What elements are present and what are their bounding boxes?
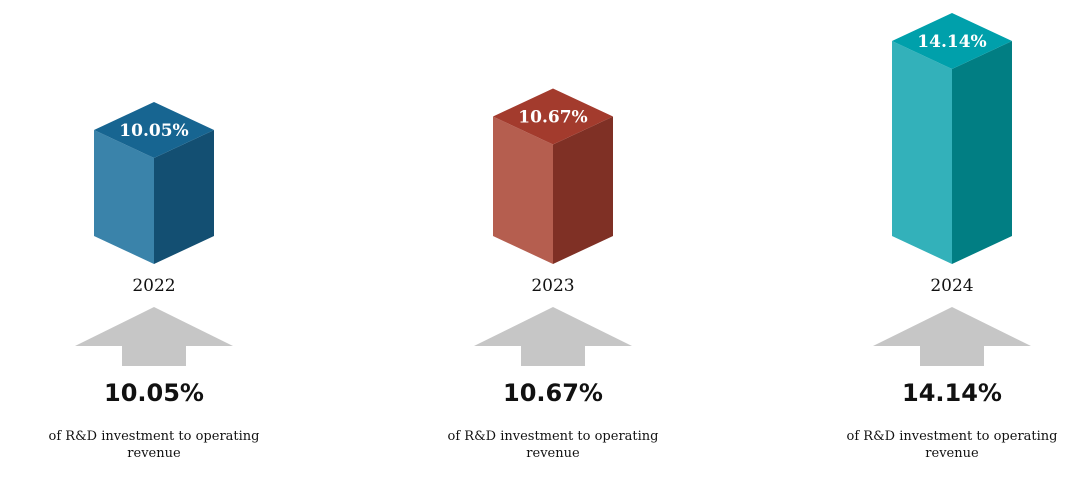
column-side-face xyxy=(553,116,613,264)
year-label: 2024 xyxy=(930,276,973,296)
column-front-face xyxy=(94,130,154,264)
data-label: 10.67% xyxy=(518,108,587,128)
data-label: 14.14% xyxy=(917,32,986,52)
column-front-face xyxy=(892,41,952,265)
column-side-face xyxy=(952,41,1012,265)
caption-line-1: of R&D investment to operating xyxy=(448,429,659,444)
caption-line-2: revenue xyxy=(925,446,979,461)
column-top-face xyxy=(892,13,1012,70)
caption-line-1: of R&D investment to operating xyxy=(49,429,260,444)
big-value-label: 10.05% xyxy=(104,379,204,407)
caption-line-2: revenue xyxy=(526,446,580,461)
up-arrow-icon xyxy=(873,307,1031,366)
up-arrow-icon xyxy=(75,307,233,366)
column-side-face xyxy=(154,130,214,264)
column-top-face xyxy=(493,88,613,145)
year-label: 2023 xyxy=(531,276,574,296)
data-label: 10.05% xyxy=(119,121,188,141)
big-value-label: 10.67% xyxy=(503,379,603,407)
big-value-label: 14.14% xyxy=(902,379,1002,407)
caption-line-2: revenue xyxy=(127,446,181,461)
caption-line-1: of R&D investment to operating xyxy=(847,429,1058,444)
year-label: 2022 xyxy=(132,276,175,296)
up-arrow-icon xyxy=(474,307,632,366)
column-top-face xyxy=(94,102,214,159)
column-front-face xyxy=(493,116,553,264)
